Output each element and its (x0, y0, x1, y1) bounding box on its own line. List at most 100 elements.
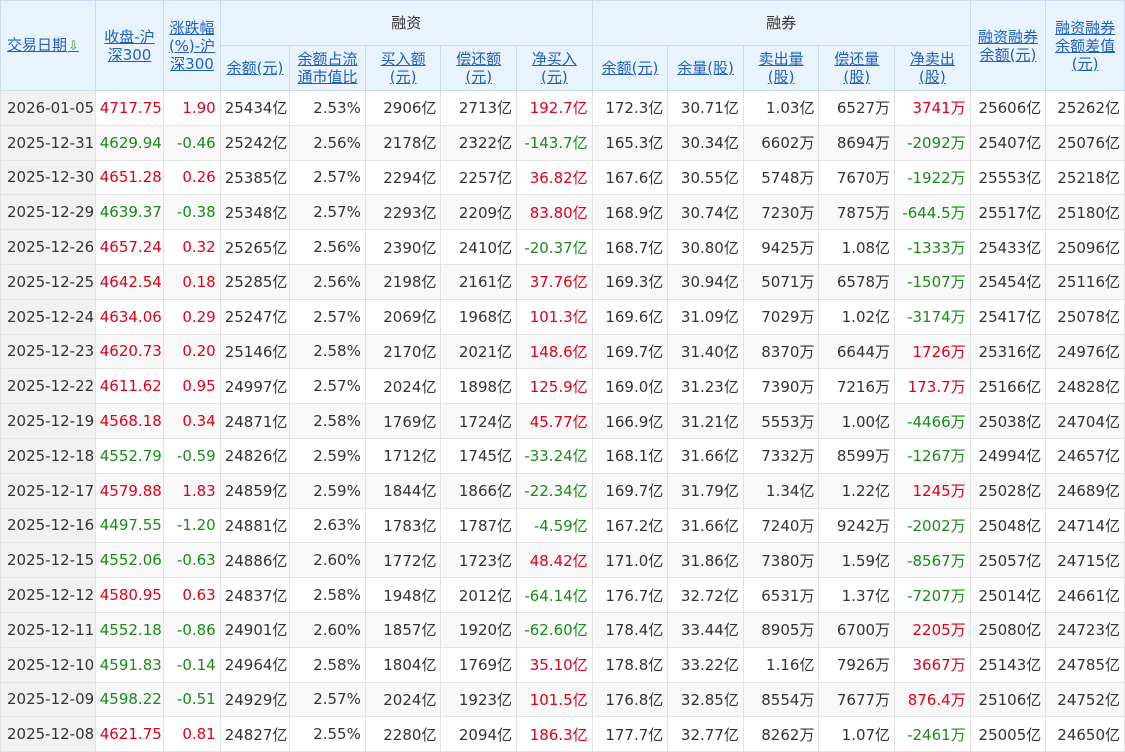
cell-short-net: 173.7万 (894, 368, 971, 405)
cell-date: 2025-12-18 (0, 437, 96, 474)
cell-margin-net: -143.7亿 (516, 124, 593, 161)
cell-short-repay: 8599万 (818, 437, 896, 474)
cell-margin-net: 83.80亿 (516, 194, 593, 231)
cell-date: 2025-12-11 (0, 611, 96, 648)
cell-short-volume: 32.85亿 (667, 681, 744, 718)
cell-margin-repay: 1769亿 (440, 646, 518, 683)
down-arrow-icon[interactable]: ⇩ (68, 38, 79, 54)
cell-total-balance: 25143亿 (969, 646, 1047, 683)
cell-margin-net: 192.7亿 (516, 90, 593, 126)
cell-margin-repay: 2161亿 (440, 263, 518, 300)
cell-margin-balance: 24997亿 (219, 368, 291, 405)
table-row: 2025-12-18 4552.79 -0.59 24826亿 2.59% 1712亿 17… (0, 437, 1125, 474)
cell-margin-balance: 24859亿 (219, 472, 291, 509)
table-body: 2026-01-05 4717.75 1.90 25434亿 2.53% 2906亿 271… (0, 90, 1125, 752)
cell-total-balance: 25028亿 (969, 472, 1047, 509)
cell-short-sell: 6602万 (742, 124, 820, 161)
col-header-margin-buy[interactable]: 买入额(元) (364, 45, 442, 91)
cell-close: 4591.83 (94, 646, 165, 683)
cell-margin-ratio: 2.63% (289, 507, 366, 544)
cell-margin-buy: 1844亿 (364, 472, 442, 509)
cell-diff: 24828亿 (1045, 368, 1125, 405)
cell-margin-buy: 2390亿 (364, 229, 442, 265)
cell-short-balance: 168.9亿 (591, 194, 669, 231)
cell-change: 0.63 (163, 577, 221, 613)
cell-change: -0.51 (163, 681, 221, 718)
cell-date: 2025-12-19 (0, 403, 96, 439)
col-header-close[interactable]: 收盘-沪深300 (94, 0, 165, 91)
cell-short-balance: 169.7亿 (591, 472, 669, 509)
col-header-short-volume[interactable]: 余量(股) (667, 45, 744, 91)
col-header-diff[interactable]: 融资融券余额差值(元) (1045, 0, 1125, 91)
cell-margin-repay: 2209亿 (440, 194, 518, 231)
cell-short-net: 3741万 (894, 90, 971, 126)
col-header-short-repay[interactable]: 偿还量(股) (818, 45, 896, 91)
col-header-short-balance[interactable]: 余额(元) (591, 45, 669, 91)
cell-short-repay: 8694万 (818, 124, 896, 161)
cell-margin-buy: 1769亿 (364, 403, 442, 439)
cell-diff: 25096亿 (1045, 229, 1125, 265)
table-row: 2025-12-19 4568.18 0.34 24871亿 2.58% 1769亿 172… (0, 403, 1125, 439)
cell-short-net: 3667万 (894, 646, 971, 683)
cell-short-volume: 31.40亿 (667, 333, 744, 370)
cell-short-volume: 30.34亿 (667, 124, 744, 161)
cell-margin-net: 186.3亿 (516, 716, 593, 752)
cell-margin-ratio: 2.57% (289, 194, 366, 231)
table-row: 2025-12-08 4621.75 0.81 24827亿 2.55% 2280亿 209… (0, 716, 1125, 752)
cell-margin-ratio: 2.53% (289, 90, 366, 126)
table-row: 2025-12-30 4651.28 0.26 25385亿 2.57% 2294亿 225… (0, 159, 1125, 196)
cell-short-sell: 7230万 (742, 194, 820, 231)
table-row: 2025-12-17 4579.88 1.83 24859亿 2.59% 1844亿 186… (0, 472, 1125, 509)
cell-close: 4629.94 (94, 124, 165, 161)
cell-margin-ratio: 2.60% (289, 542, 366, 579)
col-header-change[interactable]: 涨跌幅(%)-沪深300 (163, 0, 221, 91)
cell-change: -0.86 (163, 611, 221, 648)
col-header-total-balance[interactable]: 融资融券余额(元) (969, 0, 1047, 91)
cell-margin-balance: 25242亿 (219, 124, 291, 161)
cell-short-balance: 169.6亿 (591, 298, 669, 335)
cell-margin-net: 101.5亿 (516, 681, 593, 718)
cell-close: 4620.73 (94, 333, 165, 370)
cell-short-volume: 33.22亿 (667, 646, 744, 683)
table-row: 2025-12-11 4552.18 -0.86 24901亿 2.60% 1857亿 19… (0, 611, 1125, 648)
cell-margin-buy: 2294亿 (364, 159, 442, 196)
cell-short-repay: 1.22亿 (818, 472, 896, 509)
cell-close: 4568.18 (94, 403, 165, 439)
col-header-margin-ratio[interactable]: 余额占流通市值比 (289, 45, 366, 91)
col-header-short-sell[interactable]: 卖出量(股) (742, 45, 820, 91)
cell-margin-repay: 2094亿 (440, 716, 518, 752)
table-row: 2025-12-10 4591.83 -0.14 24964亿 2.58% 1804亿 17… (0, 646, 1125, 683)
cell-short-repay: 1.59亿 (818, 542, 896, 579)
table-row: 2025-12-16 4497.55 -1.20 24881亿 2.63% 1783亿 17… (0, 507, 1125, 544)
cell-short-balance: 169.0亿 (591, 368, 669, 405)
cell-total-balance: 25014亿 (969, 577, 1047, 613)
cell-close: 4621.75 (94, 716, 165, 752)
cell-change: -0.14 (163, 646, 221, 683)
col-header-short-net[interactable]: 净卖出(股) (894, 45, 971, 91)
table-row: 2025-12-26 4657.24 0.32 25265亿 2.56% 2390亿 241… (0, 229, 1125, 265)
cell-short-net: 2205万 (894, 611, 971, 648)
cell-diff: 25116亿 (1045, 263, 1125, 300)
cell-short-repay: 1.37亿 (818, 577, 896, 613)
col-header-margin-repay[interactable]: 偿还额(元) (440, 45, 518, 91)
cell-short-net: 1245万 (894, 472, 971, 509)
cell-short-repay: 6527万 (818, 90, 896, 126)
cell-date: 2026-01-05 (0, 90, 96, 126)
cell-total-balance: 25417亿 (969, 298, 1047, 335)
cell-total-balance: 25106亿 (969, 681, 1047, 718)
cell-short-net: 1726万 (894, 333, 971, 370)
cell-short-net: -644.5万 (894, 194, 971, 231)
cell-change: 0.34 (163, 403, 221, 439)
col-header-margin-balance[interactable]: 余额(元) (219, 45, 291, 91)
cell-margin-ratio: 2.57% (289, 298, 366, 335)
cell-short-volume: 31.86亿 (667, 542, 744, 579)
cell-date: 2025-12-29 (0, 194, 96, 231)
cell-margin-buy: 1712亿 (364, 437, 442, 474)
cell-short-balance: 167.6亿 (591, 159, 669, 196)
cell-short-sell: 1.34亿 (742, 472, 820, 509)
cell-close: 4611.62 (94, 368, 165, 405)
col-header-margin-net[interactable]: 净买入(元) (516, 45, 593, 91)
col-header-date[interactable]: 交易日期⇩ (0, 0, 96, 91)
cell-margin-balance: 24881亿 (219, 507, 291, 544)
